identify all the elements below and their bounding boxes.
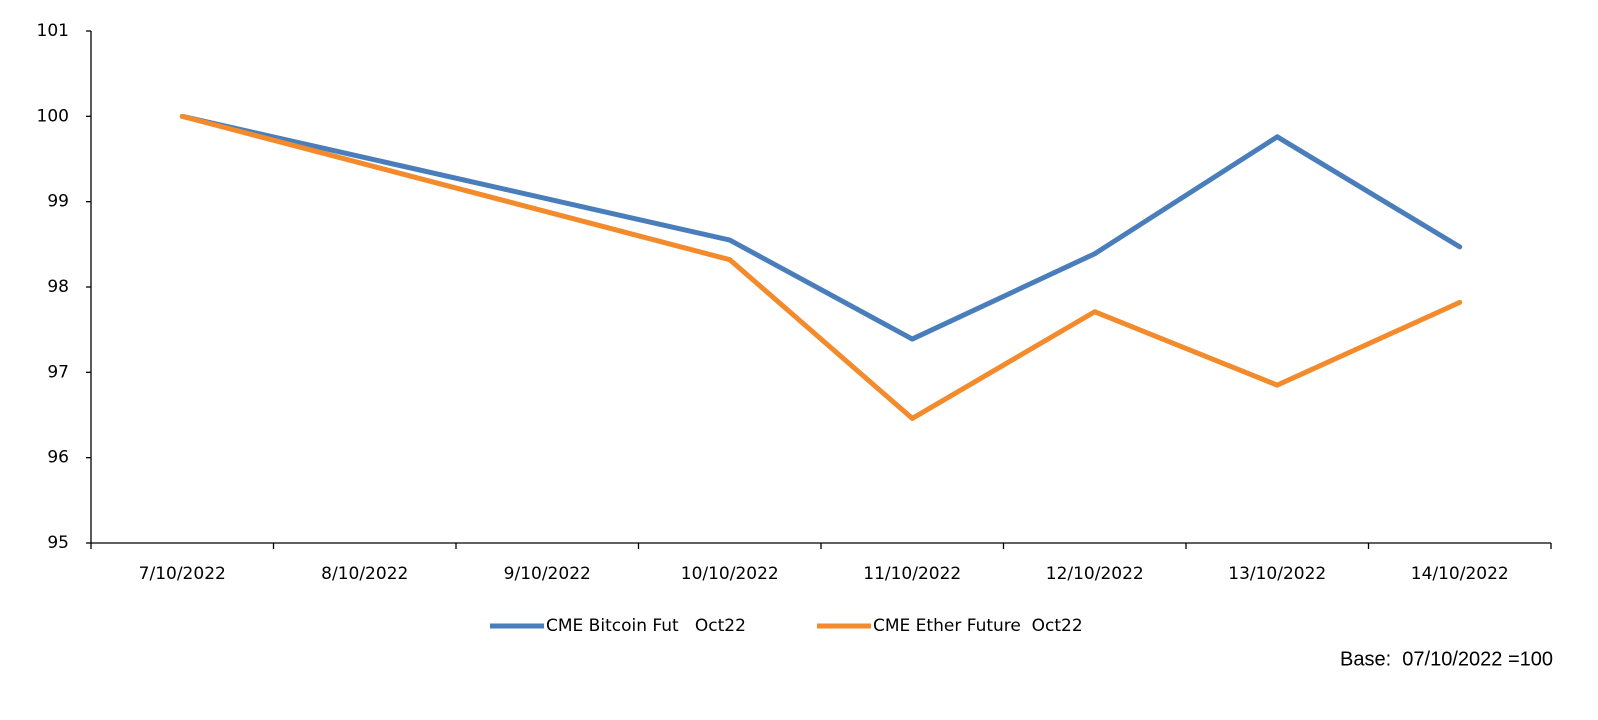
y-tick-label: 101 — [37, 21, 69, 41]
x-tick-label: 14/10/2022 — [1411, 564, 1509, 584]
y-tick-label: 99 — [47, 192, 69, 212]
series-line — [909, 309, 1098, 421]
x-tick-label: 7/10/2022 — [139, 564, 226, 584]
x-tick-label: 11/10/2022 — [863, 564, 961, 584]
y-tick-label: 98 — [47, 277, 69, 297]
legend-label: CME Ether Future Oct22 — [873, 616, 1083, 636]
series-line — [1092, 134, 1280, 257]
series-line — [179, 113, 733, 243]
series-line — [1274, 299, 1463, 388]
series-line — [179, 113, 733, 263]
legend-label: CME Bitcoin Fut Oct22 — [546, 616, 746, 636]
series-line — [727, 237, 915, 342]
series-line — [1092, 309, 1280, 388]
x-tick-label: 8/10/2022 — [321, 564, 408, 584]
y-tick-label: 97 — [47, 362, 69, 382]
series-line — [1274, 134, 1463, 250]
y-tick-label: 95 — [47, 533, 69, 553]
series-line — [909, 251, 1098, 342]
x-tick-label: 9/10/2022 — [504, 564, 591, 584]
y-tick-label: 100 — [37, 106, 69, 126]
x-tick-label: 10/10/2022 — [681, 564, 779, 584]
x-tick-label: 13/10/2022 — [1228, 564, 1326, 584]
series-line — [727, 257, 915, 421]
base-note: Base: 07/10/2022 =100 — [1340, 648, 1553, 670]
y-tick-label: 96 — [47, 448, 69, 468]
x-tick-label: 12/10/2022 — [1046, 564, 1144, 584]
